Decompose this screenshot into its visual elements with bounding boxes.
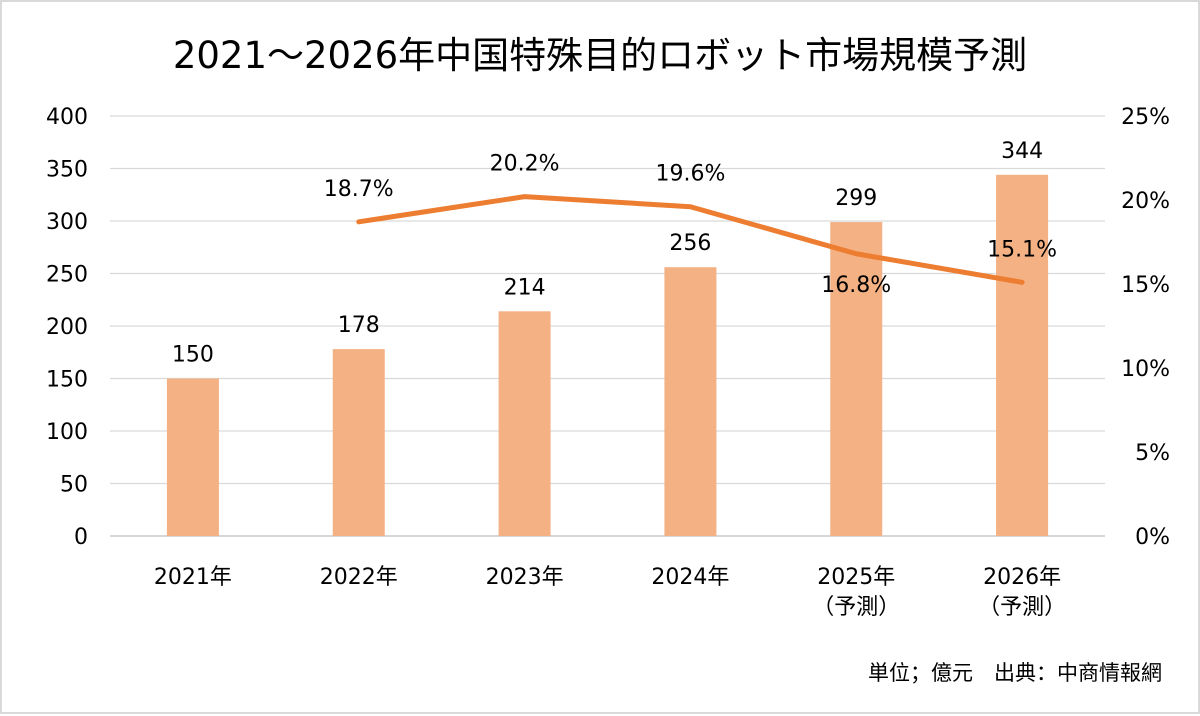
y-left-tick-label: 400 [46,105,88,130]
x-tick-label: 2023年 [486,565,564,590]
line-value-label: 20.2% [490,152,560,177]
y-right-tick-label: 0% [1135,525,1170,550]
y-left-tick-label: 250 [46,263,88,288]
line-value-label: 19.6% [655,162,725,187]
chart-title: 2021～2026年中国特殊目的ロボット市場規模予測 [173,34,1027,77]
bar [333,349,385,536]
x-tick-label: （予測） [978,595,1066,620]
bar-value-label: 256 [669,231,711,256]
y-right-tick-label: 15% [1121,273,1170,298]
bar-value-label: 214 [504,275,546,300]
bar-value-label: 299 [835,186,877,211]
x-tick-label: 2026年 [983,565,1061,590]
y-right-tick-label: 20% [1121,189,1170,214]
x-tick-label: 2025年 [817,565,895,590]
y-left-tick-label: 50 [60,473,88,498]
x-tick-label: 2024年 [651,565,729,590]
line-value-label: 15.1% [987,237,1057,262]
x-tick-label: 2021年 [154,565,232,590]
bar [499,311,551,536]
line-value-label: 18.7% [324,177,394,202]
footnote: 単位；億元 出典：中商情報網 [868,661,1162,685]
x-tick-label: 2022年 [320,565,398,590]
bar [664,267,716,536]
line-value-label: 16.8% [821,273,891,298]
y-right-tick-label: 25% [1121,105,1170,130]
bar-value-label: 344 [1001,139,1043,164]
bar-value-label: 150 [172,343,214,368]
bar-value-label: 178 [338,313,380,338]
y-right-tick-label: 10% [1121,357,1170,382]
bar [167,379,219,537]
y-left-tick-label: 300 [46,210,88,235]
y-left-tick-label: 100 [46,420,88,445]
y-left-tick-label: 200 [46,315,88,340]
y-right-tick-label: 5% [1135,441,1170,466]
y-left-tick-label: 350 [46,158,88,183]
y-left-tick-label: 0 [74,525,88,550]
y-left-tick-label: 150 [46,368,88,393]
bar [996,175,1048,536]
bar [830,222,882,536]
x-tick-label: （予測） [812,595,900,620]
